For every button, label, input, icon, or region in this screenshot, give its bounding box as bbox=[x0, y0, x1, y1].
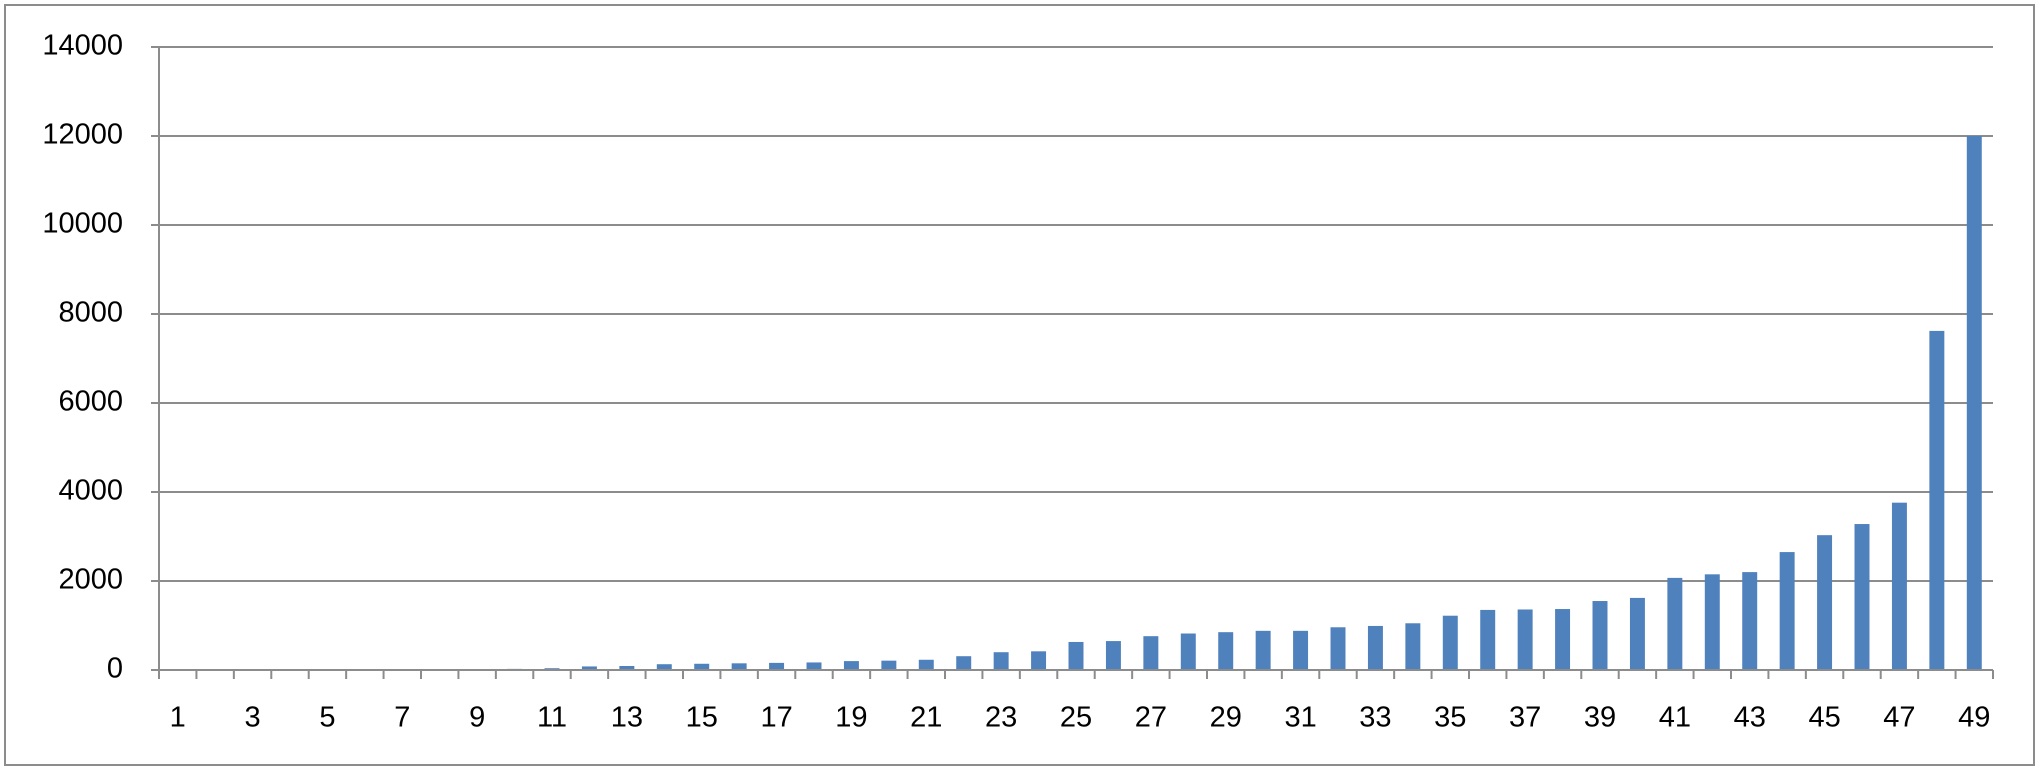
x-tick-label: 7 bbox=[394, 702, 410, 734]
bar bbox=[1218, 632, 1234, 670]
x-tick-label: 33 bbox=[1359, 702, 1391, 734]
bar bbox=[1105, 641, 1121, 670]
bar bbox=[806, 662, 822, 670]
y-tick-label: 12000 bbox=[42, 119, 123, 151]
bar bbox=[1667, 577, 1683, 670]
bar bbox=[656, 664, 672, 670]
y-tick-label: 2000 bbox=[58, 564, 123, 596]
y-tick-label: 10000 bbox=[42, 208, 123, 240]
bar bbox=[956, 656, 972, 670]
bar bbox=[918, 659, 934, 670]
x-tick-label: 1 bbox=[170, 702, 186, 734]
x-tick-label: 43 bbox=[1734, 702, 1766, 734]
bar bbox=[1629, 597, 1645, 670]
bar bbox=[993, 652, 1009, 670]
x-tick-label: 41 bbox=[1659, 702, 1691, 734]
x-tick-label: 19 bbox=[835, 702, 867, 734]
x-tick-label: 29 bbox=[1210, 702, 1242, 734]
x-tick-label: 35 bbox=[1434, 702, 1466, 734]
x-tick-label: 49 bbox=[1958, 702, 1990, 734]
bar bbox=[1966, 136, 1982, 670]
bar bbox=[1480, 609, 1496, 670]
bar bbox=[581, 666, 597, 670]
chart-frame bbox=[4, 4, 2035, 766]
bar bbox=[1817, 535, 1833, 670]
x-tick-label: 37 bbox=[1509, 702, 1541, 734]
x-tick-label: 5 bbox=[319, 702, 335, 734]
x-tick-label: 25 bbox=[1060, 702, 1092, 734]
bar bbox=[1330, 627, 1346, 670]
y-tick-label: 6000 bbox=[58, 386, 123, 418]
bar bbox=[1442, 615, 1458, 670]
bar bbox=[731, 663, 747, 670]
x-tick-label: 23 bbox=[985, 702, 1017, 734]
bar bbox=[1068, 641, 1084, 670]
bar bbox=[1929, 330, 1945, 670]
x-tick-label: 13 bbox=[611, 702, 643, 734]
y-tick-label: 8000 bbox=[58, 297, 123, 329]
x-tick-label: 3 bbox=[245, 702, 261, 734]
bar bbox=[619, 665, 635, 670]
bar bbox=[1143, 636, 1159, 670]
x-tick-label: 21 bbox=[910, 702, 942, 734]
bar bbox=[1704, 574, 1720, 670]
x-tick-label: 39 bbox=[1584, 702, 1616, 734]
bar bbox=[1517, 609, 1533, 670]
bar bbox=[1555, 609, 1571, 670]
x-tick-label: 47 bbox=[1883, 702, 1915, 734]
bar bbox=[1293, 630, 1309, 670]
bar bbox=[1180, 633, 1196, 670]
x-tick-label: 9 bbox=[469, 702, 485, 734]
bar bbox=[769, 662, 785, 670]
bar bbox=[1742, 572, 1758, 670]
x-tick-label: 15 bbox=[686, 702, 718, 734]
bar bbox=[1891, 502, 1907, 670]
x-tick-label: 27 bbox=[1135, 702, 1167, 734]
bar bbox=[1255, 630, 1271, 670]
x-tick-label: 31 bbox=[1284, 702, 1316, 734]
bar bbox=[1367, 625, 1383, 670]
bar bbox=[1854, 524, 1870, 670]
x-tick-label: 11 bbox=[537, 702, 567, 734]
bar bbox=[1592, 601, 1608, 670]
bar bbox=[694, 663, 710, 670]
y-tick-label: 0 bbox=[107, 653, 123, 685]
x-tick-label: 17 bbox=[760, 702, 792, 734]
bar bbox=[881, 660, 897, 670]
bar bbox=[1405, 623, 1421, 670]
bar bbox=[1779, 552, 1795, 670]
x-tick-label: 45 bbox=[1808, 702, 1840, 734]
y-tick-label: 4000 bbox=[58, 475, 123, 507]
y-tick-label: 14000 bbox=[42, 30, 123, 62]
bar bbox=[1031, 651, 1047, 670]
bar bbox=[843, 661, 859, 670]
